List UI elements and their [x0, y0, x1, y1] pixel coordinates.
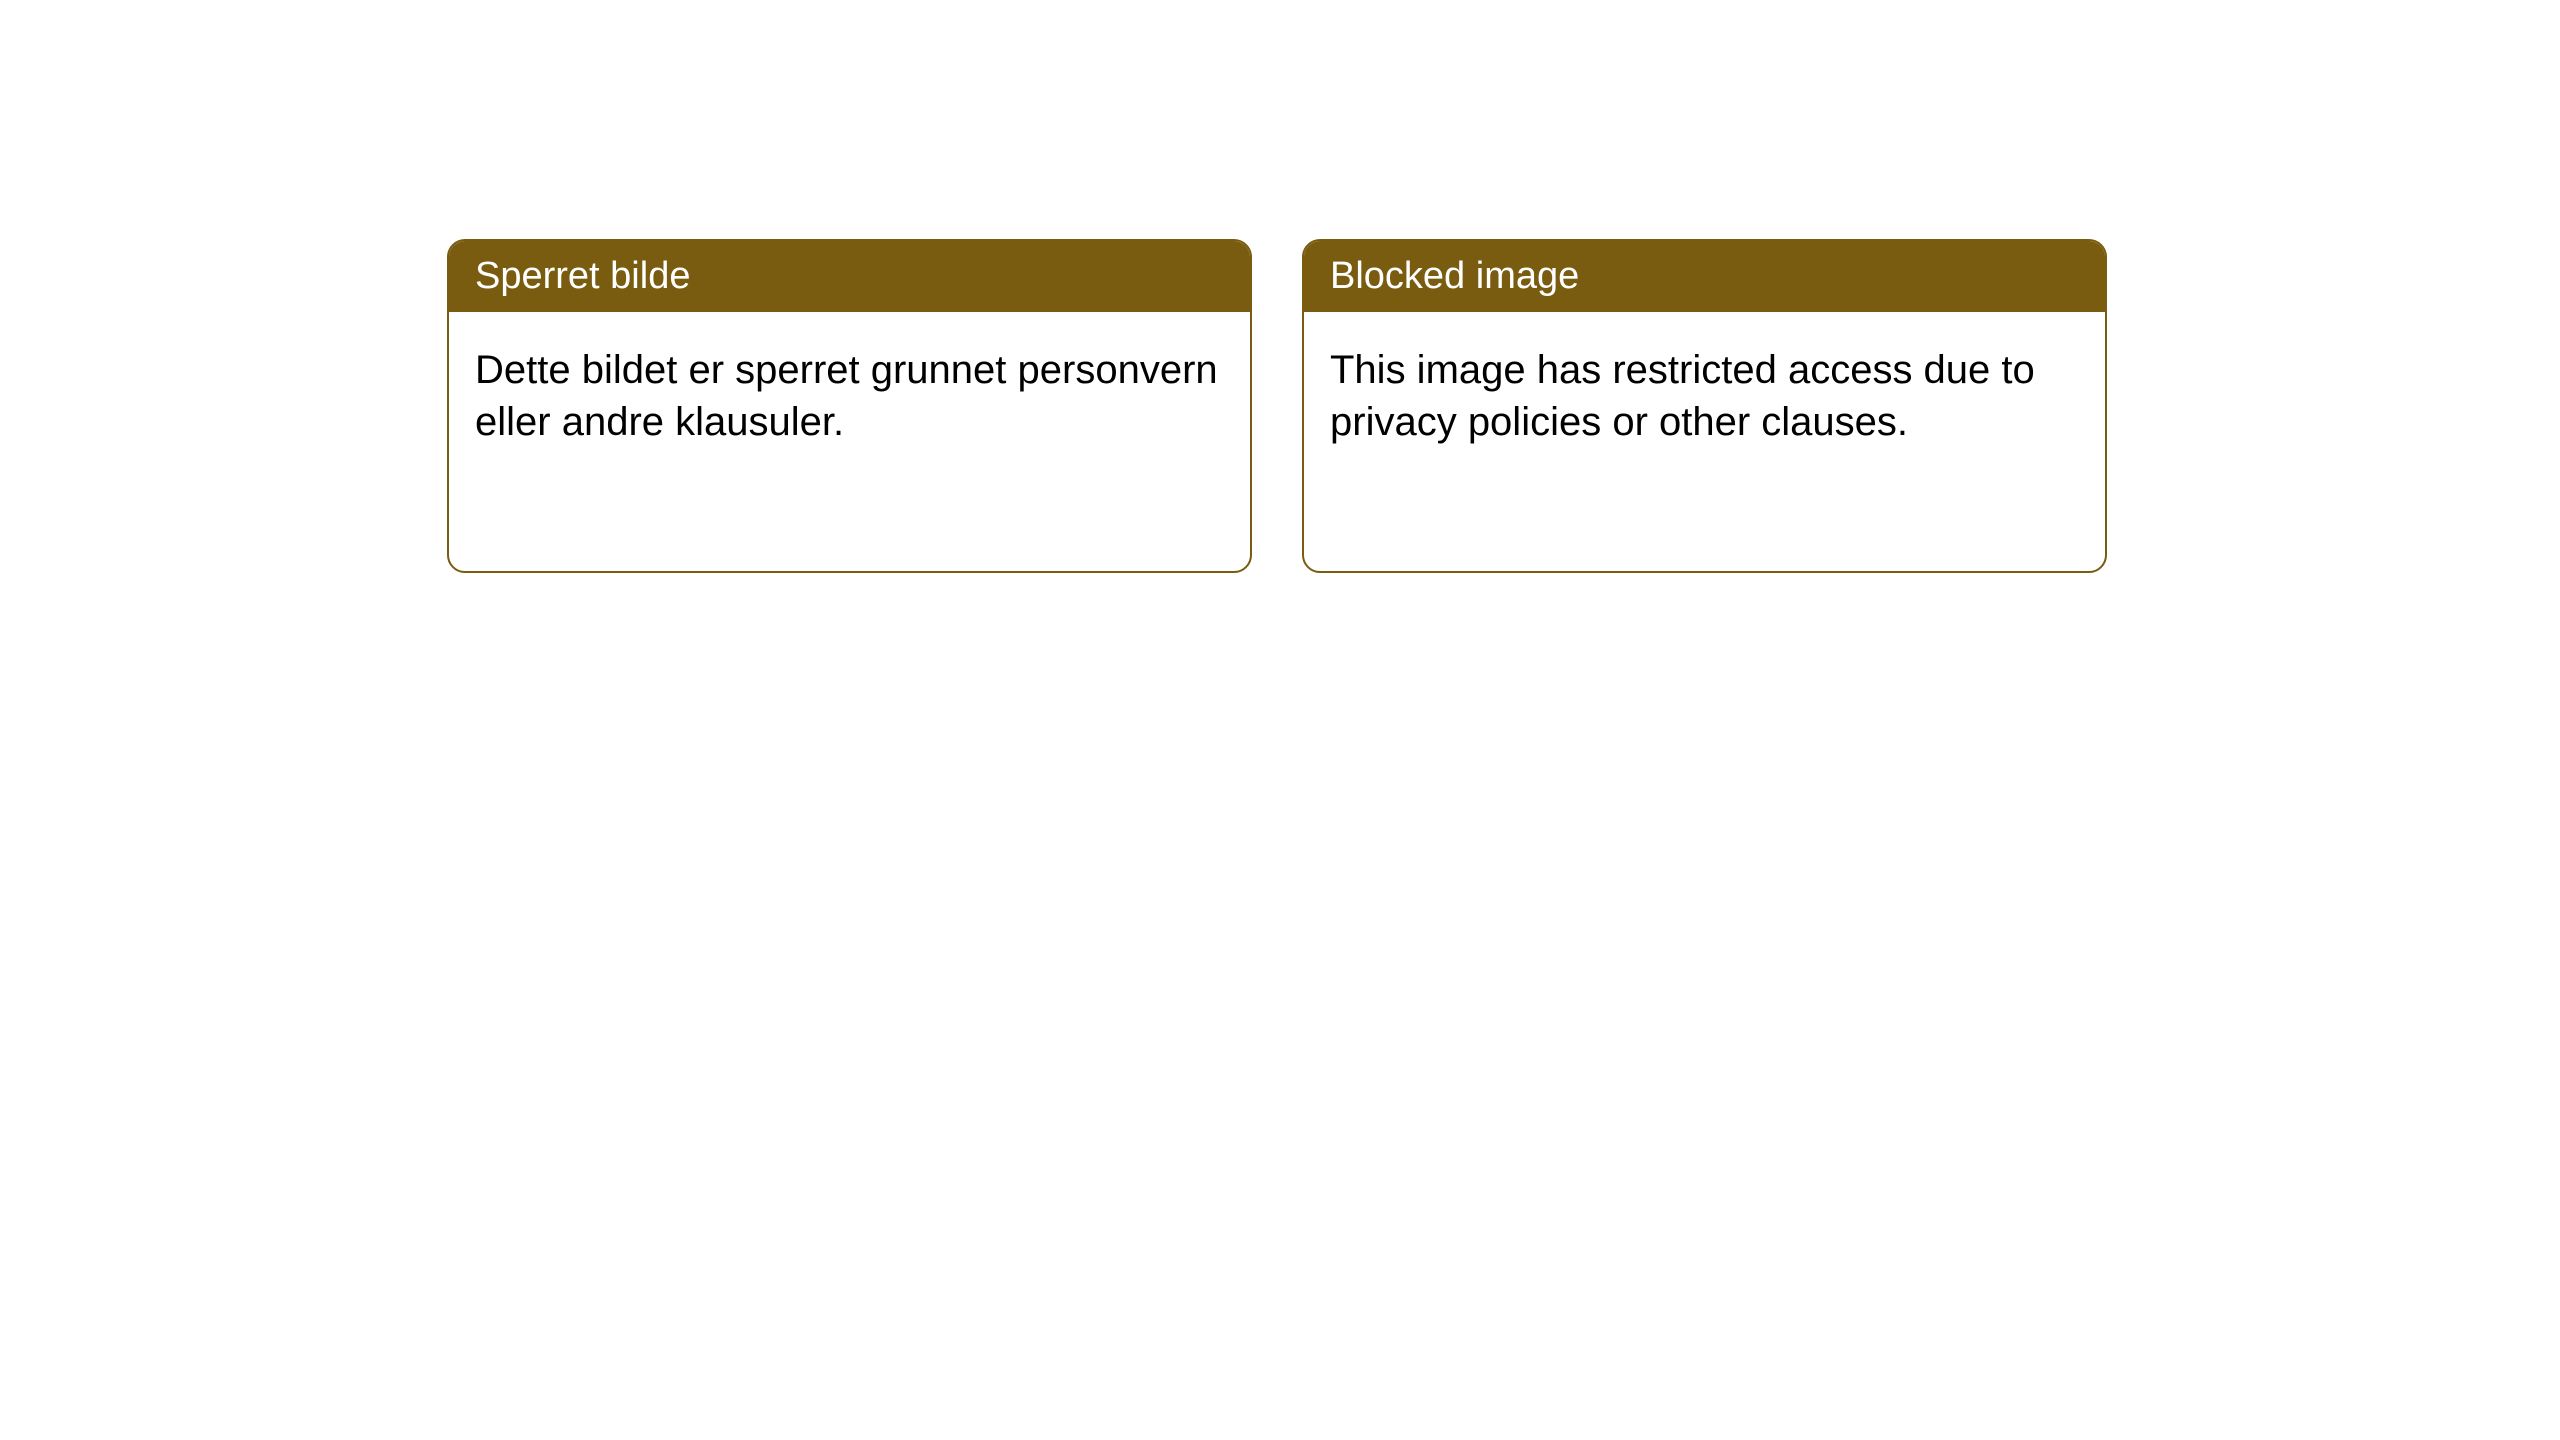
notice-body-en: This image has restricted access due to …: [1304, 312, 2105, 480]
notice-body-no: Dette bildet er sperret grunnet personve…: [449, 312, 1250, 480]
notice-title-no: Sperret bilde: [449, 241, 1250, 312]
notice-card-no: Sperret bilde Dette bildet er sperret gr…: [447, 239, 1252, 573]
notice-container: Sperret bilde Dette bildet er sperret gr…: [447, 239, 2107, 573]
notice-title-en: Blocked image: [1304, 241, 2105, 312]
notice-card-en: Blocked image This image has restricted …: [1302, 239, 2107, 573]
